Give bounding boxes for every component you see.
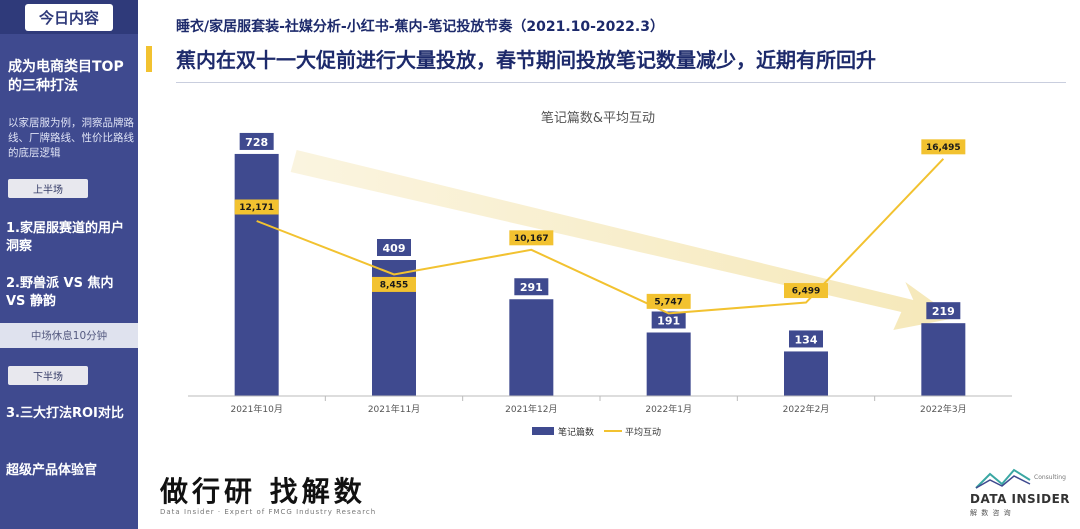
legend-swatch-bar — [532, 427, 554, 435]
bar-label-box-5 — [789, 330, 823, 348]
legend-label-bar: 笔记篇数 — [558, 426, 594, 438]
line-label-box-3 — [509, 230, 554, 246]
bar-label-box-2 — [377, 239, 411, 257]
x-tick-label-2: 2021年11月 — [368, 403, 420, 415]
brand-slogan-sub: Data Insider · Expert of FMCG Industry R… — [160, 508, 377, 516]
bar-label-5: 134 — [795, 333, 818, 346]
bar-5 — [784, 351, 828, 396]
line-label-2: 8,455 — [380, 280, 408, 290]
data-insider-logo: Consulting DATA INSIDER 解 数 咨 询 — [968, 466, 1071, 522]
page-subtitle: 睡衣/家居服套装-社媒分析-小红书-蕉内-笔记投放节奏（2021.10-2022… — [176, 19, 664, 35]
agenda-item-4: 超级产品体验官 — [6, 463, 98, 478]
line-label-4: 5,747 — [654, 297, 682, 307]
logo-mark-icon — [975, 468, 1031, 489]
bar-label-6: 219 — [932, 305, 955, 318]
bar-label-box-3 — [514, 278, 549, 296]
bar-label-3: 291 — [520, 281, 543, 294]
legend-label-line: 平均互动 — [625, 426, 661, 438]
line-label-1: 12,171 — [239, 203, 274, 213]
agenda-heading: 成为电商类目TOP的三种打法 — [8, 59, 124, 94]
x-tick-label-5: 2022年2月 — [783, 403, 830, 415]
logo-text: DATA INSIDER — [970, 492, 1071, 506]
bar-3 — [509, 299, 554, 396]
agenda-sidebar: 今日内容 成为电商类目TOP的三种打法 以家居服为例，洞察品牌路线、厂牌路线、性… — [0, 0, 138, 529]
bar-1 — [234, 153, 279, 396]
line-label-5: 6,499 — [792, 287, 820, 297]
logo-sub: 解 数 咨 询 — [970, 509, 1012, 517]
bar-label-box-4 — [651, 311, 686, 329]
line-label-box-2 — [372, 276, 416, 292]
agenda-header: 今日内容 — [0, 0, 138, 34]
line-label-box-5 — [784, 283, 828, 299]
bar-6 — [921, 323, 966, 396]
title-divider — [176, 82, 1066, 83]
bar-label-2: 409 — [383, 242, 406, 255]
line-label-box-4 — [646, 293, 691, 309]
break-banner: 中场休息10分钟 — [0, 323, 138, 348]
bar-label-1: 728 — [245, 136, 268, 149]
avg-interaction-line — [256, 158, 945, 315]
bar-label-box-1 — [239, 132, 274, 150]
x-tick-label-1: 2021年10月 — [230, 403, 282, 415]
brand-slogan: 做行研 找解数 — [160, 475, 366, 508]
agenda-item-2: 2.野兽派 VS 焦内 VS 静韵 — [6, 276, 114, 309]
x-tick-label-3: 2021年12月 — [505, 403, 557, 415]
bar-4 — [646, 332, 691, 396]
headline-accent — [146, 46, 152, 72]
agenda-item-1: 1.家居服赛道的用户洞察 — [6, 221, 124, 254]
x-tick-label-6: 2022年3月 — [920, 403, 967, 415]
line-label-box-6 — [921, 139, 966, 155]
agenda-description: 以家居服为例，洞察品牌路线、厂牌路线、性价比路线的底层逻辑 — [8, 117, 134, 159]
page-headline: 蕉内在双十一大促前进行大量投放，春节期间投放笔记数量减少，近期有所回升 — [176, 48, 876, 72]
line-label-6: 16,495 — [926, 143, 961, 153]
agenda-title: 今日内容 — [24, 3, 113, 31]
x-tick-label-4: 2022年1月 — [645, 403, 692, 415]
line-label-box-1 — [234, 199, 279, 215]
first-half-badge: 上半场 — [8, 179, 88, 198]
line-label-3: 10,167 — [514, 234, 549, 244]
second-half-badge: 下半场 — [8, 366, 88, 385]
bar-label-box-6 — [926, 302, 961, 320]
bar-label-4: 191 — [657, 314, 680, 327]
agenda-item-3: 3.三大打法ROI对比 — [6, 406, 124, 421]
logo-consulting: Consulting — [1034, 474, 1066, 481]
chart-title: 笔记篇数&平均互动 — [541, 110, 655, 126]
